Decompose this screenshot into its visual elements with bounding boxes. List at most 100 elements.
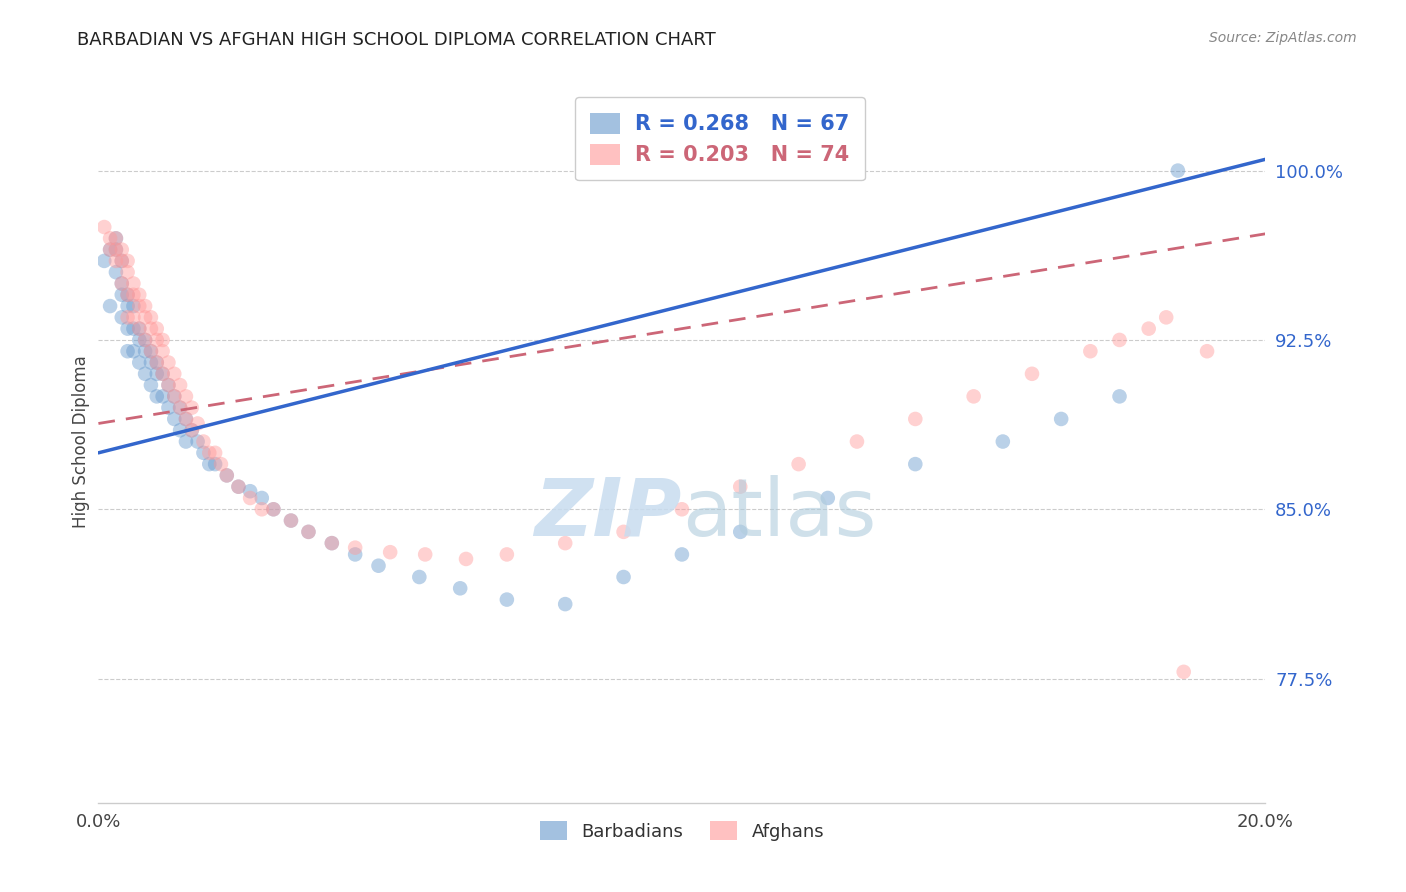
Point (104, 243, 127, 257)
Point (1154, 310, 1177, 325)
Point (204, 457, 226, 471)
Point (117, 321, 139, 335)
Point (117, 299, 139, 313)
Point (134, 333, 156, 347)
Point (250, 502, 273, 516)
Point (198, 457, 221, 471)
Point (169, 378, 191, 392)
Point (413, 548, 436, 562)
Point (612, 524, 634, 539)
Point (1050, 412, 1073, 426)
Point (204, 446, 226, 460)
Point (152, 344, 174, 359)
Point (174, 412, 197, 426)
Point (817, 491, 839, 505)
Point (117, 287, 139, 301)
Point (730, 480, 752, 494)
Point (152, 333, 174, 347)
Point (193, 434, 215, 449)
Point (98, 243, 121, 257)
Point (117, 265, 139, 279)
Point (111, 310, 134, 325)
Point (174, 434, 197, 449)
Point (157, 401, 180, 415)
Point (134, 367, 156, 381)
Point (139, 378, 162, 392)
Point (128, 287, 150, 301)
Point (496, 548, 519, 562)
Point (612, 570, 634, 584)
Point (228, 480, 250, 494)
Point (1173, 665, 1195, 679)
Point (1021, 367, 1043, 381)
Point (128, 321, 150, 335)
Point (297, 524, 319, 539)
Point (117, 344, 139, 359)
Point (128, 321, 150, 335)
Point (187, 434, 209, 449)
Point (163, 367, 186, 381)
Point (117, 253, 139, 268)
Point (117, 310, 139, 325)
Point (169, 401, 191, 415)
Point (152, 367, 174, 381)
Point (157, 378, 180, 392)
Point (297, 524, 319, 539)
Point (846, 434, 869, 449)
Point (104, 231, 127, 245)
Point (215, 468, 238, 483)
Text: ZIP: ZIP (534, 475, 682, 553)
Point (128, 333, 150, 347)
Point (163, 412, 186, 426)
Point (122, 344, 145, 359)
Point (111, 277, 134, 291)
Point (146, 367, 169, 381)
Point (198, 446, 221, 460)
Point (134, 299, 156, 313)
Point (93, 253, 115, 268)
Point (122, 310, 145, 325)
Point (904, 457, 927, 471)
Point (139, 310, 162, 325)
Point (408, 570, 430, 584)
Point (111, 243, 134, 257)
Point (180, 423, 202, 437)
Point (454, 552, 477, 566)
Point (93, 220, 115, 235)
Point (157, 355, 180, 369)
Point (169, 401, 191, 415)
Point (209, 457, 232, 471)
Text: atlas: atlas (682, 475, 876, 553)
Point (98, 299, 121, 313)
Point (671, 502, 693, 516)
Point (671, 548, 693, 562)
Point (111, 253, 134, 268)
Y-axis label: High School Diploma: High School Diploma (72, 355, 90, 528)
Point (321, 536, 343, 550)
Point (146, 389, 169, 403)
Point (193, 446, 215, 460)
Point (554, 536, 576, 550)
Point (228, 480, 250, 494)
Point (174, 412, 197, 426)
Point (991, 434, 1014, 449)
Point (122, 299, 145, 313)
Point (1137, 321, 1160, 335)
Point (152, 389, 174, 403)
Text: BARBADIAN VS AFGHAN HIGH SCHOOL DIPLOMA CORRELATION CHART: BARBADIAN VS AFGHAN HIGH SCHOOL DIPLOMA … (77, 31, 716, 49)
Point (104, 265, 127, 279)
Point (169, 423, 191, 437)
Point (134, 310, 156, 325)
Point (1108, 389, 1130, 403)
Point (122, 287, 145, 301)
Point (262, 502, 284, 516)
Point (239, 484, 262, 499)
Point (134, 344, 156, 359)
Point (146, 355, 169, 369)
Point (122, 277, 145, 291)
Point (787, 457, 810, 471)
Point (367, 558, 389, 573)
Legend: Barbadians, Afghans: Barbadians, Afghans (533, 814, 831, 848)
Point (1167, 163, 1189, 178)
Point (157, 378, 180, 392)
